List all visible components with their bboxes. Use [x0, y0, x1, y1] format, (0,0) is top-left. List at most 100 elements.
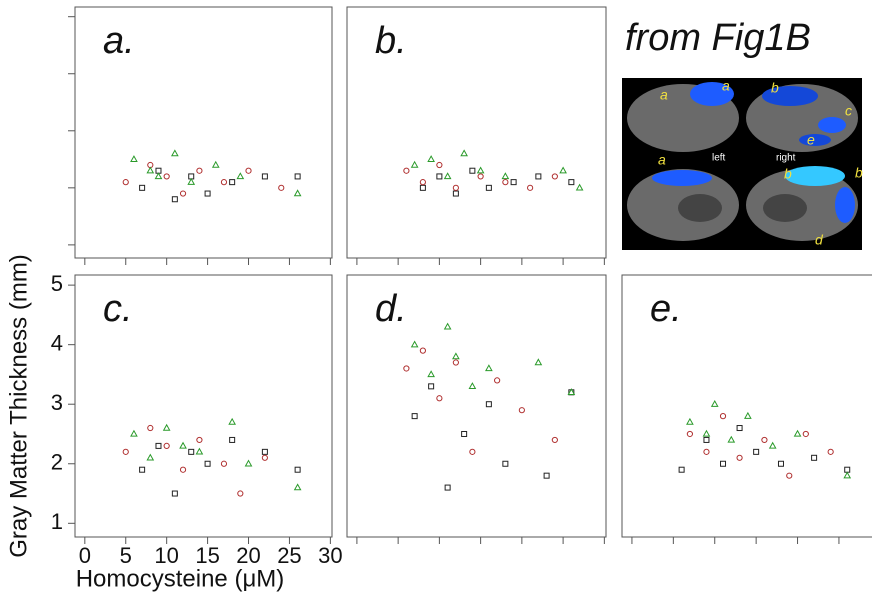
point: [551, 436, 558, 444]
point: [736, 454, 743, 461]
point: [419, 347, 426, 354]
y-tick-label: 1: [51, 509, 63, 534]
panel-frame: [346, 274, 607, 538]
y-tick-label: 2: [51, 450, 63, 475]
x-tick-label: 30: [318, 543, 342, 568]
point: [703, 448, 710, 455]
point: [802, 430, 809, 438]
point: [403, 167, 410, 174]
point: [146, 453, 155, 461]
point: [686, 430, 693, 438]
panel-frame: [346, 6, 607, 259]
point: [827, 448, 834, 455]
point: [163, 442, 170, 449]
point: [485, 364, 493, 372]
point: [469, 167, 476, 174]
point: [736, 425, 743, 432]
point: [427, 370, 435, 378]
point: [403, 365, 410, 372]
panel-frame: [74, 6, 333, 259]
point: [494, 377, 501, 384]
point: [443, 322, 452, 330]
point: [187, 177, 196, 185]
x-tick-label: 10: [154, 543, 178, 568]
point: [436, 395, 443, 402]
point: [502, 460, 509, 467]
panel-title: c.: [103, 288, 133, 330]
point: [122, 448, 129, 455]
point: [139, 466, 146, 473]
inset-label: c: [845, 103, 852, 119]
point: [427, 155, 435, 163]
point: [452, 184, 459, 191]
point: [485, 184, 492, 191]
point: [220, 179, 228, 186]
point: [293, 189, 302, 197]
point: [678, 466, 685, 473]
point: [130, 155, 138, 163]
point: [162, 423, 171, 431]
point: [154, 172, 163, 180]
panel-title: a.: [103, 20, 135, 62]
inset-label: e: [807, 132, 815, 148]
point: [419, 184, 426, 191]
point: [436, 173, 443, 180]
point: [534, 358, 543, 366]
point: [188, 448, 195, 455]
point: [163, 173, 170, 180]
point: [786, 472, 793, 479]
point: [237, 490, 244, 497]
point: [293, 483, 302, 491]
point: [727, 435, 736, 443]
point: [710, 399, 719, 407]
panel-frame: [621, 274, 872, 538]
point: [411, 413, 418, 420]
point: [567, 388, 576, 396]
point: [744, 411, 752, 419]
point: [147, 424, 154, 432]
point: [294, 466, 301, 473]
point: [146, 166, 155, 174]
panel-title: d.: [375, 288, 407, 330]
point: [485, 401, 492, 408]
point: [559, 166, 567, 174]
point: [843, 471, 852, 479]
point: [686, 417, 694, 425]
point: [761, 436, 768, 444]
point: [518, 407, 525, 414]
inset-label: a: [722, 78, 730, 94]
point: [229, 179, 236, 186]
point: [502, 179, 509, 186]
point: [768, 441, 777, 449]
point: [211, 160, 220, 168]
point: [155, 442, 162, 449]
point: [452, 359, 459, 366]
point: [179, 441, 187, 449]
point: [753, 448, 760, 455]
point: [460, 149, 468, 157]
panel-title: b.: [375, 20, 407, 62]
point: [419, 179, 426, 186]
point: [477, 173, 484, 180]
point: [811, 454, 818, 461]
point: [179, 466, 187, 473]
point: [720, 460, 727, 467]
inset-label: b: [855, 165, 863, 181]
point: [452, 190, 459, 197]
point: [261, 454, 268, 461]
point: [261, 173, 268, 180]
point: [228, 417, 236, 425]
point: [543, 472, 550, 479]
point: [703, 436, 710, 443]
point: [122, 179, 129, 186]
inset-label: a: [658, 152, 666, 168]
inset-label: left: [712, 153, 726, 164]
point: [410, 160, 419, 168]
point: [130, 429, 138, 437]
panel-title: e.: [650, 288, 682, 330]
x-tick-label: 5: [120, 543, 132, 568]
point: [793, 429, 802, 437]
inset-label: right: [776, 153, 796, 164]
point: [469, 448, 476, 455]
